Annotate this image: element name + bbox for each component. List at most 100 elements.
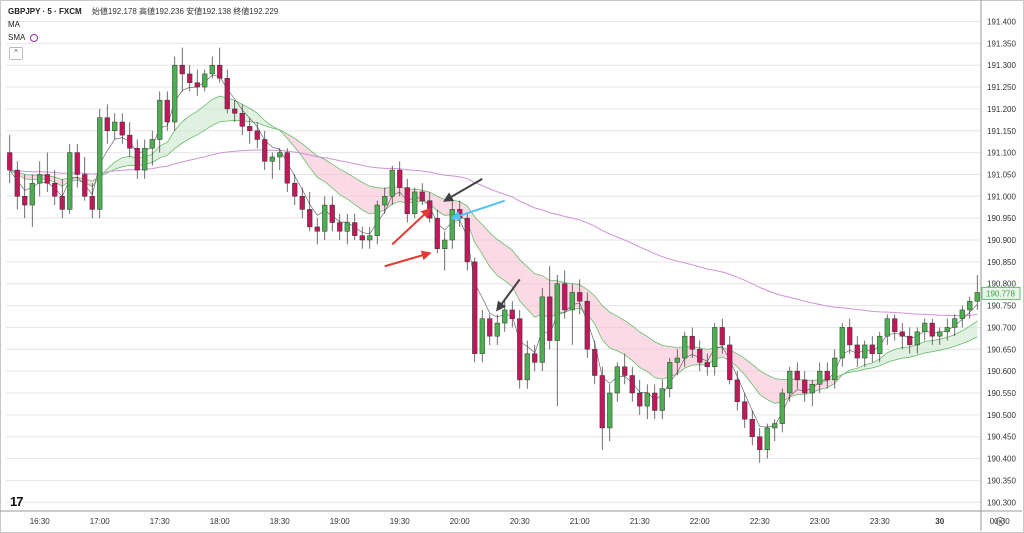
- candle-body: [97, 117, 103, 210]
- candle: [487, 314, 493, 345]
- candle: [127, 122, 133, 157]
- ma-band-segment: [152, 145, 160, 163]
- indicator-settings-icon[interactable]: [30, 33, 39, 42]
- candle: [59, 178, 65, 219]
- sma-line: [9, 149, 978, 317]
- candle: [7, 135, 13, 184]
- candle: [757, 427, 763, 463]
- ma-band-segment: [767, 374, 775, 404]
- candle-body: [869, 344, 875, 354]
- ma-band-segment: [354, 177, 363, 211]
- candle-body: [569, 292, 575, 311]
- candle-body: [674, 357, 680, 363]
- ma-band-segment: [467, 206, 475, 243]
- ma-band-segment: [932, 339, 940, 352]
- candle-body: [209, 64, 215, 75]
- candle: [854, 336, 860, 367]
- candle: [284, 148, 290, 192]
- symbol-label: GBPJPY · 5 · FXCM: [8, 7, 82, 16]
- candle: [644, 384, 650, 420]
- ma-line: [9, 74, 978, 428]
- candle: [622, 353, 628, 385]
- candle-body: [614, 366, 620, 394]
- candle-body: [494, 322, 500, 337]
- candle-body: [217, 64, 223, 79]
- candle: [914, 327, 920, 354]
- candle: [959, 305, 965, 328]
- candle: [37, 161, 43, 197]
- ma-band-segment: [894, 347, 903, 360]
- candle: [449, 200, 455, 249]
- candle: [479, 309, 485, 363]
- candle-body: [67, 152, 73, 210]
- ma-band-segment: [924, 340, 933, 353]
- ma-band-segment: [189, 111, 198, 139]
- ma-band-segment: [497, 239, 505, 281]
- candle-body: [352, 222, 358, 236]
- candle: [254, 122, 260, 149]
- candle: [149, 130, 155, 166]
- candle: [584, 292, 590, 359]
- candle-body: [622, 366, 628, 376]
- candle: [727, 336, 733, 385]
- candle-body: [824, 370, 830, 381]
- chart-settings-icon[interactable]: [996, 517, 1005, 526]
- candle: [817, 362, 823, 393]
- candle: [232, 100, 238, 123]
- candle-body: [577, 292, 583, 302]
- candle-body: [172, 64, 178, 123]
- candle: [749, 410, 755, 446]
- candle-body: [337, 222, 343, 232]
- x-tick-label: 19:00: [330, 517, 351, 526]
- candle-body: [187, 73, 193, 83]
- candle-body: [7, 152, 13, 171]
- x-tick-label: 20:00: [450, 517, 471, 526]
- x-tick-label: 19:30: [390, 517, 411, 526]
- candle-body: [877, 335, 883, 354]
- ma-band-segment: [182, 115, 190, 144]
- candle: [404, 178, 410, 223]
- candle: [277, 148, 283, 171]
- candle: [839, 323, 845, 367]
- candle-body: [232, 108, 238, 114]
- candle-body: [547, 296, 553, 341]
- candle-body: [937, 331, 943, 337]
- x-tick-label: 16:30: [30, 517, 51, 526]
- y-tick-label: 190.450: [987, 433, 1016, 442]
- candle: [577, 279, 583, 315]
- candle-body: [434, 217, 440, 250]
- candle-body: [404, 187, 410, 215]
- candle: [832, 349, 838, 389]
- y-tick-label: 191.250: [987, 83, 1016, 92]
- ma-band-segment: [962, 326, 970, 344]
- candle-body: [944, 327, 950, 333]
- candle: [157, 91, 163, 153]
- candle-body: [974, 292, 980, 302]
- candle: [397, 161, 403, 197]
- candle: [892, 314, 898, 341]
- ma-band-segment: [122, 156, 130, 167]
- collapse-legend-button[interactable]: ^: [9, 47, 23, 60]
- ma-band-segment: [362, 182, 370, 214]
- candle-body: [502, 309, 508, 324]
- candle: [974, 274, 980, 310]
- x-tick-label: 18:00: [210, 517, 231, 526]
- y-tick-label: 190.900: [987, 236, 1016, 245]
- candle-body: [892, 318, 898, 333]
- ma-band-segment: [609, 312, 618, 351]
- x-tick-label: 21:00: [570, 517, 591, 526]
- ma-band-segment: [489, 232, 498, 276]
- candle: [517, 309, 523, 389]
- indicator-ma[interactable]: MA: [8, 18, 278, 31]
- ma-band-segment: [54, 177, 63, 187]
- indicator-sma[interactable]: SMA: [8, 31, 278, 44]
- candle: [22, 174, 28, 219]
- candle: [14, 161, 20, 210]
- y-tick-label: 191.400: [987, 17, 1016, 26]
- x-tick-label: 21:30: [630, 517, 651, 526]
- candle-body: [847, 327, 853, 346]
- symbol-row[interactable]: GBPJPY · 5 · FXCM 始値192.178 高値192.236 安値…: [8, 5, 278, 18]
- candle-body: [562, 283, 568, 311]
- candle: [292, 174, 298, 206]
